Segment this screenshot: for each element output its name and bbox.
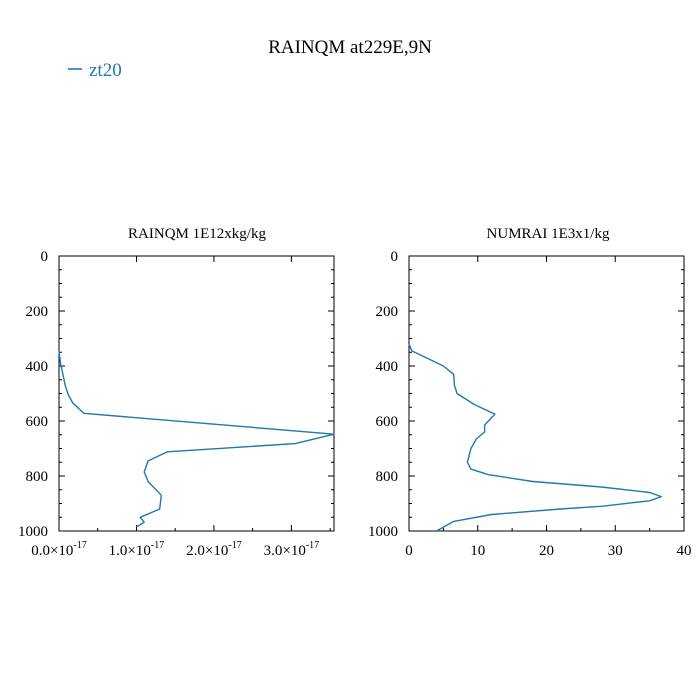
x-tick-label: 0 (405, 543, 413, 559)
y-tick-label: 0 (391, 249, 399, 265)
x-tick-label: 0.0×10-17 (31, 540, 87, 559)
x-tick-mantissa: 3.0×10 (264, 543, 306, 559)
figure-title: RAINQM at229E,9N (268, 37, 432, 58)
rainqm-panel-title: RAINQM 1E12xkg/kg (128, 226, 266, 242)
x-tick-label: 20 (539, 543, 554, 559)
y-tick-label: 600 (376, 414, 399, 430)
y-tick-label: 1000 (368, 524, 398, 540)
y-tick-label: 1000 (18, 524, 48, 540)
x-tick-label: 3.0×10-17 (264, 540, 320, 559)
numrai-panel: NUMRAI 1E3x1/kg 0 200 400 600 800 1000 0 10 20 30… (368, 226, 692, 559)
x-tick-exponent: -17 (306, 540, 319, 551)
rainqm-panel: RAINQM 1E12xkg/kg 020040060080010000.0×1… (18, 226, 335, 559)
x-tick-label: 1.0×10-17 (109, 540, 165, 559)
x-tick-mantissa: 1.0×10 (109, 543, 151, 559)
y-tick-label: 800 (26, 469, 49, 485)
x-tick-label: 10 (470, 543, 485, 559)
numrai-panel-title: NUMRAI 1E3x1/kg (487, 226, 610, 242)
x-tick-label: 40 (677, 543, 692, 559)
legend-label: zt20 (89, 60, 122, 81)
y-tick-label: 400 (26, 359, 49, 375)
y-tick-label: 200 (26, 304, 49, 320)
series-line-zt20 (408, 343, 662, 532)
y-tick-label: 0 (41, 249, 49, 265)
x-tick-label: 2.0×10-17 (186, 540, 242, 559)
y-tick-label: 200 (376, 304, 399, 320)
x-tick-mantissa: 2.0×10 (186, 543, 228, 559)
y-tick-label: 400 (376, 359, 399, 375)
series-line-zt20 (58, 350, 335, 528)
y-tick-label: 800 (376, 469, 399, 485)
plot-frame (408, 255, 685, 532)
x-tick-exponent: -17 (151, 540, 164, 551)
legend: zt20 (68, 60, 122, 81)
x-tick-exponent: -17 (228, 540, 241, 551)
plot-frame (58, 255, 335, 532)
x-tick-exponent: -17 (73, 540, 86, 551)
y-tick-label: 600 (26, 414, 49, 430)
x-tick-label: 30 (608, 543, 623, 559)
x-tick-mantissa: 0.0×10 (31, 543, 73, 559)
